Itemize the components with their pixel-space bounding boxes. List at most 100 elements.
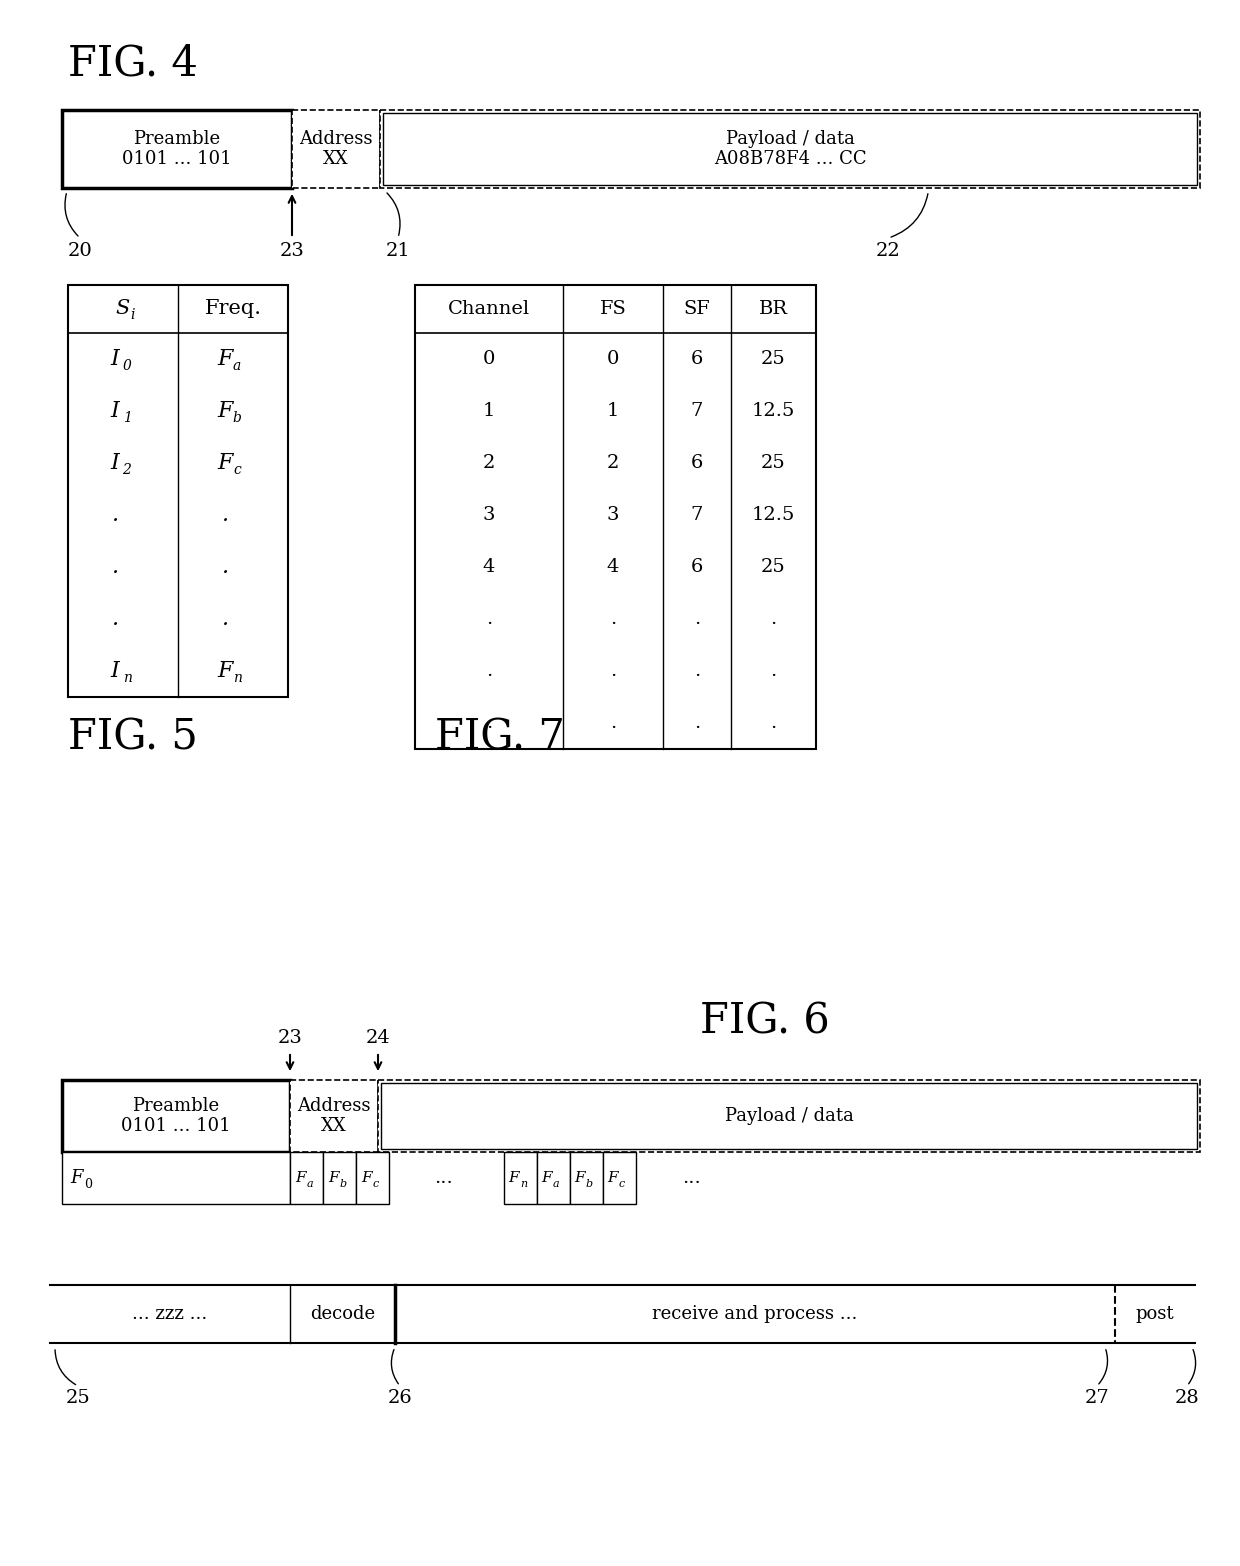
Text: 22: 22 (875, 243, 900, 260)
Text: .: . (222, 504, 228, 526)
Text: .: . (486, 662, 492, 680)
Text: Preamble
0101 ... 101: Preamble 0101 ... 101 (123, 130, 232, 169)
Text: 1: 1 (123, 410, 131, 424)
Bar (537, 1153, 570, 1204)
Text: 0: 0 (482, 349, 495, 368)
Bar (603, 1153, 636, 1204)
Text: ...: ... (435, 1168, 454, 1187)
Text: 4: 4 (482, 557, 495, 576)
Text: 26: 26 (388, 1389, 413, 1406)
Text: n: n (233, 670, 242, 684)
Text: .: . (222, 608, 228, 630)
Text: 23: 23 (279, 243, 305, 260)
Text: 2: 2 (606, 454, 619, 471)
Text: 1: 1 (482, 402, 495, 420)
Bar (570, 1153, 603, 1204)
Bar (378, 1081, 1200, 1153)
Text: 2: 2 (482, 454, 495, 471)
Text: F: F (541, 1171, 552, 1185)
Bar (379, 110, 1200, 188)
Text: .: . (112, 608, 119, 630)
Text: Address
XX: Address XX (298, 1096, 371, 1135)
Text: .: . (694, 662, 701, 680)
Text: 6: 6 (691, 349, 703, 368)
Text: .: . (610, 611, 616, 628)
Text: FIG. 5: FIG. 5 (68, 717, 198, 760)
Text: F: F (329, 1171, 339, 1185)
Text: c: c (233, 464, 241, 478)
Bar (381, 1084, 1197, 1149)
Text: .: . (694, 714, 701, 731)
Text: a: a (553, 1179, 559, 1189)
Text: I: I (110, 659, 119, 683)
Text: ... zzz ...: ... zzz ... (133, 1304, 207, 1323)
Text: a: a (308, 1179, 314, 1189)
Text: 12.5: 12.5 (751, 506, 795, 525)
Text: 25: 25 (761, 349, 786, 368)
Text: 28: 28 (1174, 1389, 1199, 1406)
Text: .: . (222, 556, 228, 578)
Text: c: c (619, 1179, 625, 1189)
Text: .: . (112, 556, 119, 578)
Text: 0: 0 (123, 359, 131, 373)
Text: 23: 23 (278, 1029, 303, 1048)
Text: I: I (110, 399, 119, 421)
Text: F: F (574, 1171, 584, 1185)
Text: F: F (295, 1171, 305, 1185)
Text: n: n (123, 670, 131, 684)
Text: .: . (770, 662, 776, 680)
Text: 0: 0 (84, 1179, 92, 1192)
Text: 2: 2 (123, 464, 131, 478)
Text: 25: 25 (761, 557, 786, 576)
Text: 4: 4 (606, 557, 619, 576)
Text: BR: BR (759, 301, 789, 318)
Text: Address
XX: Address XX (299, 130, 373, 169)
Bar (503, 1153, 537, 1204)
Text: .: . (770, 714, 776, 731)
Text: FIG. 7: FIG. 7 (435, 717, 565, 760)
Text: 1: 1 (606, 402, 619, 420)
Text: 3: 3 (482, 506, 495, 525)
Text: F: F (217, 348, 233, 370)
Text: 27: 27 (1085, 1389, 1110, 1406)
Bar (62, 1153, 290, 1204)
Text: 21: 21 (386, 243, 410, 260)
Text: .: . (610, 662, 616, 680)
Text: n: n (520, 1179, 527, 1189)
Text: S: S (115, 299, 130, 318)
Text: 25: 25 (66, 1389, 91, 1406)
Text: b: b (587, 1179, 593, 1189)
Text: a: a (233, 359, 241, 373)
Text: 6: 6 (691, 557, 703, 576)
Text: 12.5: 12.5 (751, 402, 795, 420)
Text: 0: 0 (606, 349, 619, 368)
Text: receive and process ...: receive and process ... (652, 1304, 858, 1323)
Bar (383, 113, 1197, 185)
Text: Payload / data
A08B78F4 ... CC: Payload / data A08B78F4 ... CC (714, 130, 867, 169)
Text: ...: ... (682, 1168, 701, 1187)
Bar (356, 1153, 389, 1204)
Text: .: . (486, 714, 492, 731)
Text: I: I (110, 453, 119, 474)
Text: F: F (508, 1171, 518, 1185)
Text: F: F (217, 659, 233, 683)
Text: 7: 7 (691, 402, 703, 420)
Bar (290, 1081, 378, 1153)
Text: F: F (608, 1171, 618, 1185)
Text: SF: SF (683, 301, 711, 318)
Text: 3: 3 (606, 506, 619, 525)
Text: b: b (233, 410, 242, 424)
Text: 25: 25 (761, 454, 786, 471)
Bar (291, 110, 379, 188)
Text: F: F (69, 1168, 83, 1187)
Text: 7: 7 (691, 506, 703, 525)
Bar (415, 285, 816, 749)
Text: 24: 24 (366, 1029, 391, 1048)
Text: 6: 6 (691, 454, 703, 471)
Text: post: post (1136, 1304, 1174, 1323)
Text: .: . (770, 611, 776, 628)
Bar (290, 1153, 322, 1204)
Text: .: . (112, 504, 119, 526)
Bar (68, 285, 288, 697)
Text: .: . (610, 714, 616, 731)
